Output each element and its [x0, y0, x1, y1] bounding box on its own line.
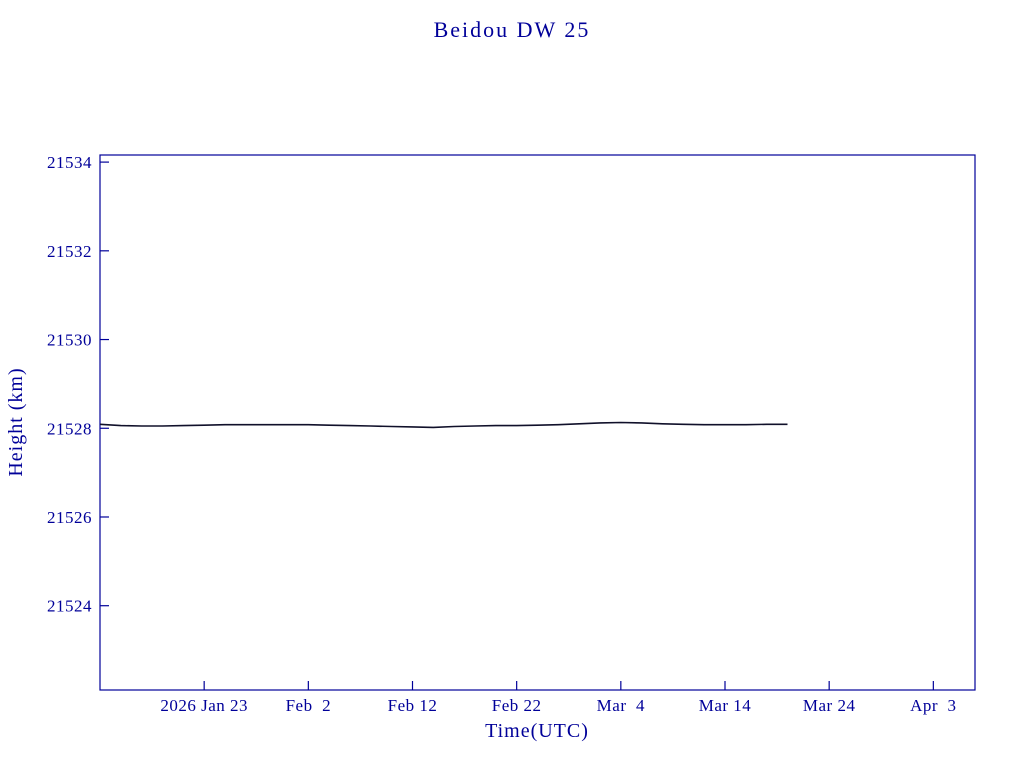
y-tick-label: 21530	[47, 331, 92, 350]
x-tick-label: Feb 12	[388, 696, 438, 715]
x-tick-label: Mar 14	[699, 696, 752, 715]
data-line	[99, 421, 788, 429]
plot-frame	[99, 154, 976, 691]
x-tick-label: Feb 22	[492, 696, 542, 715]
y-tick-label: 21526	[47, 508, 92, 527]
y-axis-label: Height (km)	[5, 367, 27, 476]
chart-title: Beidou DW 25	[434, 17, 591, 42]
x-tick-label: Mar 4	[597, 696, 645, 715]
x-tick-label: Mar 24	[803, 696, 856, 715]
x-tick-label: Feb 2	[286, 696, 332, 715]
y-tick-label: 21528	[47, 419, 92, 438]
y-tick-label: 21534	[47, 153, 92, 172]
x-axis-label: Time(UTC)	[485, 720, 589, 742]
y-tick-label: 21524	[47, 597, 92, 616]
x-tick-label: Apr 3	[910, 696, 956, 715]
y-tick-label: 21532	[47, 242, 92, 261]
x-tick-label: 2026 Jan 23	[160, 696, 248, 715]
